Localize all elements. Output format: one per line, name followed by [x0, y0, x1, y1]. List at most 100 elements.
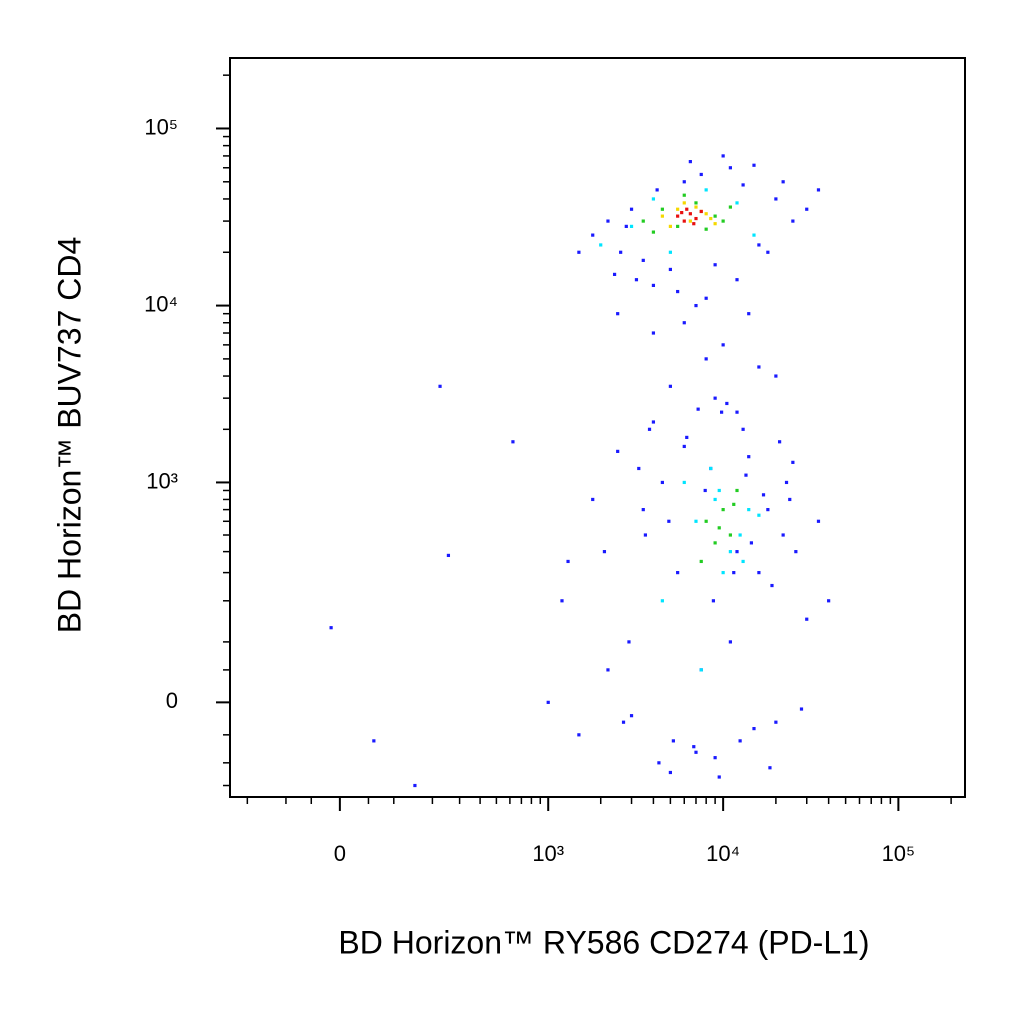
- dot: [717, 775, 721, 779]
- dot: [713, 214, 717, 218]
- dot: [725, 401, 729, 406]
- dot: [602, 550, 607, 554]
- dot: [735, 488, 739, 493]
- dot: [560, 599, 564, 603]
- dot: [717, 488, 721, 493]
- dot: [741, 427, 745, 431]
- dot: [446, 553, 451, 558]
- dot: [721, 508, 725, 512]
- dot: [438, 384, 442, 388]
- dot: [757, 513, 761, 517]
- dot: [692, 745, 696, 749]
- dot: [719, 410, 724, 414]
- plot-frame: [229, 57, 966, 798]
- y-axis-label: BD Horizon™ BUV737 CD4: [51, 237, 87, 634]
- dot: [660, 599, 664, 603]
- dot: [732, 502, 736, 506]
- dot: [667, 519, 671, 523]
- dot: [752, 233, 756, 237]
- dot: [766, 508, 770, 512]
- x-tick-label: 10⁵: [882, 841, 916, 866]
- dot: [682, 180, 686, 184]
- dot: [799, 707, 804, 711]
- dot: [735, 278, 739, 282]
- dot: [641, 258, 645, 262]
- dot: [728, 550, 732, 554]
- dot: [805, 207, 809, 211]
- dot: [791, 219, 795, 223]
- dot: [591, 497, 595, 502]
- dot: [827, 599, 831, 603]
- x-tick-label: 10⁴: [706, 841, 740, 866]
- dot: [694, 201, 698, 205]
- dot: [816, 519, 821, 523]
- dot: [682, 193, 686, 197]
- dot: [788, 497, 792, 502]
- dot: [704, 296, 708, 300]
- dot: [721, 219, 725, 223]
- dot: [680, 210, 684, 215]
- dot: [643, 533, 648, 537]
- dot: [694, 205, 698, 209]
- dot: [704, 519, 708, 523]
- dot: [757, 571, 761, 575]
- dot: [612, 272, 617, 276]
- dot: [728, 205, 732, 209]
- dot: [805, 617, 809, 621]
- dot: [676, 289, 680, 294]
- dot: [694, 216, 698, 221]
- dot: [329, 626, 333, 630]
- dot: [624, 224, 628, 228]
- dot: [774, 197, 778, 201]
- dot: [688, 212, 692, 216]
- dot: [651, 197, 656, 201]
- dot: [599, 243, 603, 247]
- dot: [660, 480, 664, 485]
- dot: [774, 374, 778, 378]
- dot: [728, 166, 732, 170]
- dot: [676, 207, 680, 211]
- dot: [709, 466, 713, 471]
- dot: [668, 250, 672, 254]
- dot: [621, 720, 626, 724]
- dot: [728, 640, 732, 644]
- dot: [688, 160, 692, 164]
- y-tick-label: 10⁵: [144, 114, 178, 139]
- dot: [747, 455, 751, 459]
- dot: [735, 550, 739, 554]
- dot: [794, 550, 798, 554]
- dot: [546, 700, 550, 704]
- dot: [816, 188, 821, 192]
- dot: [713, 541, 717, 545]
- dot: [685, 435, 689, 440]
- dot: [660, 207, 664, 211]
- dot: [774, 720, 778, 724]
- dot: [577, 733, 581, 737]
- dot: [738, 739, 742, 743]
- dot: [784, 480, 789, 485]
- dot: [634, 278, 639, 282]
- x-tick-label: 10³: [532, 841, 564, 866]
- dot: [682, 201, 686, 205]
- dot: [704, 188, 708, 192]
- dot: [651, 283, 656, 288]
- dot: [770, 583, 774, 588]
- dot: [629, 714, 634, 718]
- dot: [713, 263, 717, 267]
- dot: [704, 212, 708, 216]
- dot: [711, 599, 716, 603]
- dot: [704, 357, 708, 361]
- dot: [511, 440, 515, 444]
- dot: [761, 493, 766, 497]
- dot: [703, 488, 707, 493]
- dot: [413, 783, 417, 788]
- dot: [696, 407, 700, 411]
- dot: [757, 365, 761, 369]
- dot: [752, 727, 756, 731]
- dot: [791, 460, 795, 464]
- dot: [657, 761, 661, 765]
- dot: [694, 303, 698, 308]
- dot: [566, 559, 570, 564]
- y-tick-label: 10³: [146, 468, 178, 493]
- dot: [738, 533, 742, 537]
